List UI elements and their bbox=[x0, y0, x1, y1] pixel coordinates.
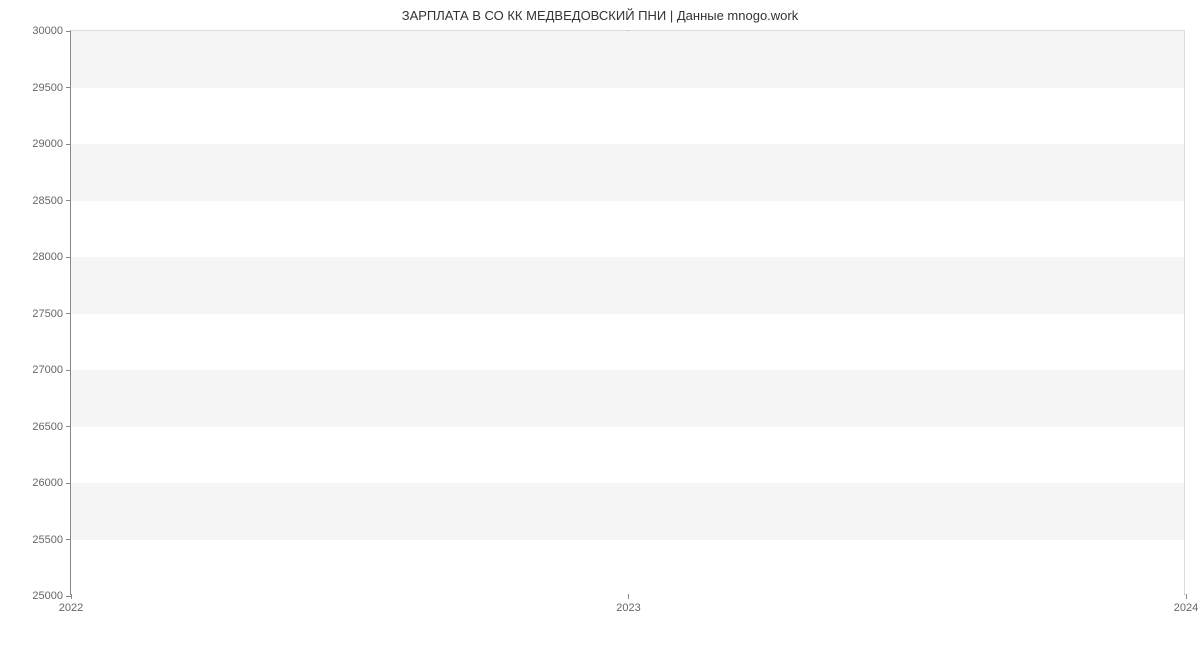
y-tick-label: 25500 bbox=[32, 534, 71, 546]
grid-band bbox=[71, 144, 1184, 201]
x-tick-label: 2024 bbox=[1174, 594, 1198, 614]
x-tick-label: 2022 bbox=[59, 594, 83, 614]
y-tick-label: 26000 bbox=[32, 477, 71, 489]
y-tick-label: 28500 bbox=[32, 195, 71, 207]
y-tick-label: 29000 bbox=[32, 138, 71, 150]
grid-band bbox=[71, 314, 1184, 371]
chart-title: ЗАРПЛАТА В СО КК МЕДВЕДОВСКИЙ ПНИ | Данн… bbox=[0, 8, 1200, 23]
y-tick-label: 26500 bbox=[32, 421, 71, 433]
grid-band bbox=[71, 427, 1184, 484]
grid-band bbox=[71, 540, 1184, 597]
y-tick-label: 30000 bbox=[32, 25, 71, 37]
grid-band bbox=[71, 88, 1184, 145]
grid-band bbox=[71, 370, 1184, 427]
grid-band bbox=[71, 31, 1184, 88]
y-tick-label: 28000 bbox=[32, 251, 71, 263]
y-tick-label: 29500 bbox=[32, 82, 71, 94]
grid-band bbox=[71, 201, 1184, 258]
y-tick-label: 27500 bbox=[32, 308, 71, 320]
plot-area: 2500025500260002650027000275002800028500… bbox=[70, 30, 1185, 595]
grid-band bbox=[71, 483, 1184, 540]
y-tick-label: 27000 bbox=[32, 364, 71, 376]
x-tick-label: 2023 bbox=[616, 594, 640, 614]
grid-band bbox=[71, 257, 1184, 314]
